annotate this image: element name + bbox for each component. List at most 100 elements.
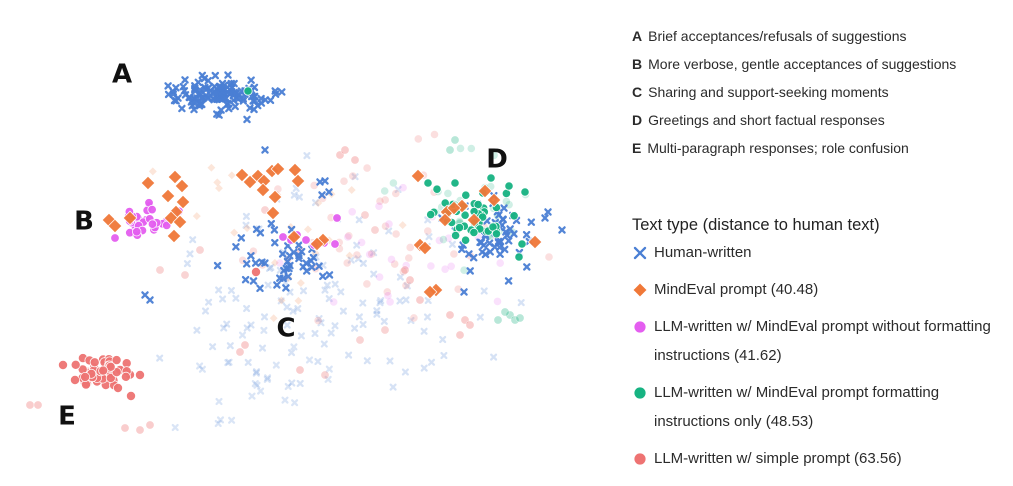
data-point xyxy=(171,423,179,432)
data-point xyxy=(309,236,325,252)
data-point xyxy=(242,174,258,190)
data-point xyxy=(201,307,210,315)
data-point xyxy=(335,150,345,160)
data-point xyxy=(227,286,235,295)
data-point xyxy=(346,184,357,196)
data-point xyxy=(243,304,251,313)
cluster-description-b: B More verbose, gentle acceptances of sug… xyxy=(632,50,1002,78)
data-point xyxy=(445,145,455,155)
data-point xyxy=(267,263,275,271)
data-point xyxy=(438,235,448,245)
cluster-letter-b: B xyxy=(74,207,94,237)
data-point xyxy=(313,197,324,209)
data-point xyxy=(282,284,290,292)
cluster-description-letter: B xyxy=(632,56,643,72)
data-point xyxy=(486,173,496,183)
data-point xyxy=(449,249,459,259)
data-point xyxy=(337,288,345,296)
data-point xyxy=(122,210,138,226)
data-point xyxy=(242,212,250,220)
data-point xyxy=(180,270,190,280)
legend-label: Human-written xyxy=(654,244,752,261)
data-point xyxy=(385,297,395,307)
data-point xyxy=(111,355,122,366)
data-point xyxy=(302,224,314,235)
data-point xyxy=(329,297,339,307)
legend: Human-written MindEval prompt (40.48) LLM-… xyxy=(632,238,1002,473)
data-point xyxy=(226,342,234,350)
data-point xyxy=(70,359,81,370)
data-point xyxy=(218,88,226,96)
data-point xyxy=(214,419,222,428)
data-point xyxy=(237,87,246,95)
data-point xyxy=(244,358,252,366)
data-point xyxy=(238,331,247,339)
data-point xyxy=(426,261,436,271)
data-point xyxy=(323,281,331,289)
data-point xyxy=(164,82,172,90)
data-point xyxy=(432,184,442,194)
data-point xyxy=(509,211,519,221)
data-point xyxy=(390,259,400,269)
data-point xyxy=(317,319,325,327)
data-point xyxy=(404,253,414,263)
legend-marker xyxy=(633,246,647,259)
data-point xyxy=(204,76,212,85)
data-point xyxy=(347,207,357,217)
cluster-description-text: More verbose, gentle acceptances of sugg… xyxy=(648,56,957,72)
data-point xyxy=(370,225,380,235)
data-point xyxy=(290,191,298,199)
data-point xyxy=(460,210,470,220)
data-point xyxy=(223,100,231,109)
data-point xyxy=(352,250,362,260)
data-point xyxy=(305,356,314,364)
data-point xyxy=(370,249,378,257)
data-point xyxy=(248,392,256,400)
data-point xyxy=(410,168,426,184)
data-point xyxy=(276,295,287,306)
data-point xyxy=(198,100,206,109)
data-point xyxy=(279,274,287,283)
data-point xyxy=(527,218,536,226)
cluster-description-letter: D xyxy=(632,112,643,128)
data-point xyxy=(269,257,280,268)
data-point xyxy=(270,226,279,234)
data-point xyxy=(201,83,209,92)
data-point xyxy=(403,282,411,290)
data-point xyxy=(380,317,388,325)
data-point xyxy=(455,330,465,340)
data-point xyxy=(252,369,260,377)
data-point xyxy=(265,264,274,272)
cluster-description-letter: C xyxy=(632,84,643,100)
data-point xyxy=(224,359,232,367)
data-point xyxy=(311,199,320,207)
cluster-description-e: E Multi-paragraph responses; role confusi… xyxy=(632,134,1002,162)
data-point xyxy=(290,248,298,257)
data-point xyxy=(331,280,339,288)
data-point xyxy=(425,233,433,241)
data-point xyxy=(186,250,194,258)
data-point xyxy=(240,340,250,350)
cluster-description-d: D Greetings and short factual responses xyxy=(632,106,1002,134)
data-point xyxy=(391,229,401,239)
data-point xyxy=(247,321,255,329)
data-point xyxy=(271,238,279,247)
data-point xyxy=(359,299,367,307)
cluster-letter-c: C xyxy=(276,314,295,344)
data-point xyxy=(504,200,514,210)
data-point xyxy=(242,260,251,268)
data-point xyxy=(273,281,281,289)
data-point xyxy=(373,307,381,315)
data-point xyxy=(450,178,460,188)
data-point xyxy=(500,307,510,317)
data-point xyxy=(400,265,410,275)
data-point xyxy=(264,374,272,382)
data-point xyxy=(200,74,209,83)
legend-marker xyxy=(632,281,648,298)
data-point xyxy=(294,305,302,313)
data-point xyxy=(286,229,302,245)
data-point xyxy=(289,307,297,315)
data-point xyxy=(423,178,433,188)
data-point xyxy=(398,267,408,277)
data-point xyxy=(212,177,223,188)
